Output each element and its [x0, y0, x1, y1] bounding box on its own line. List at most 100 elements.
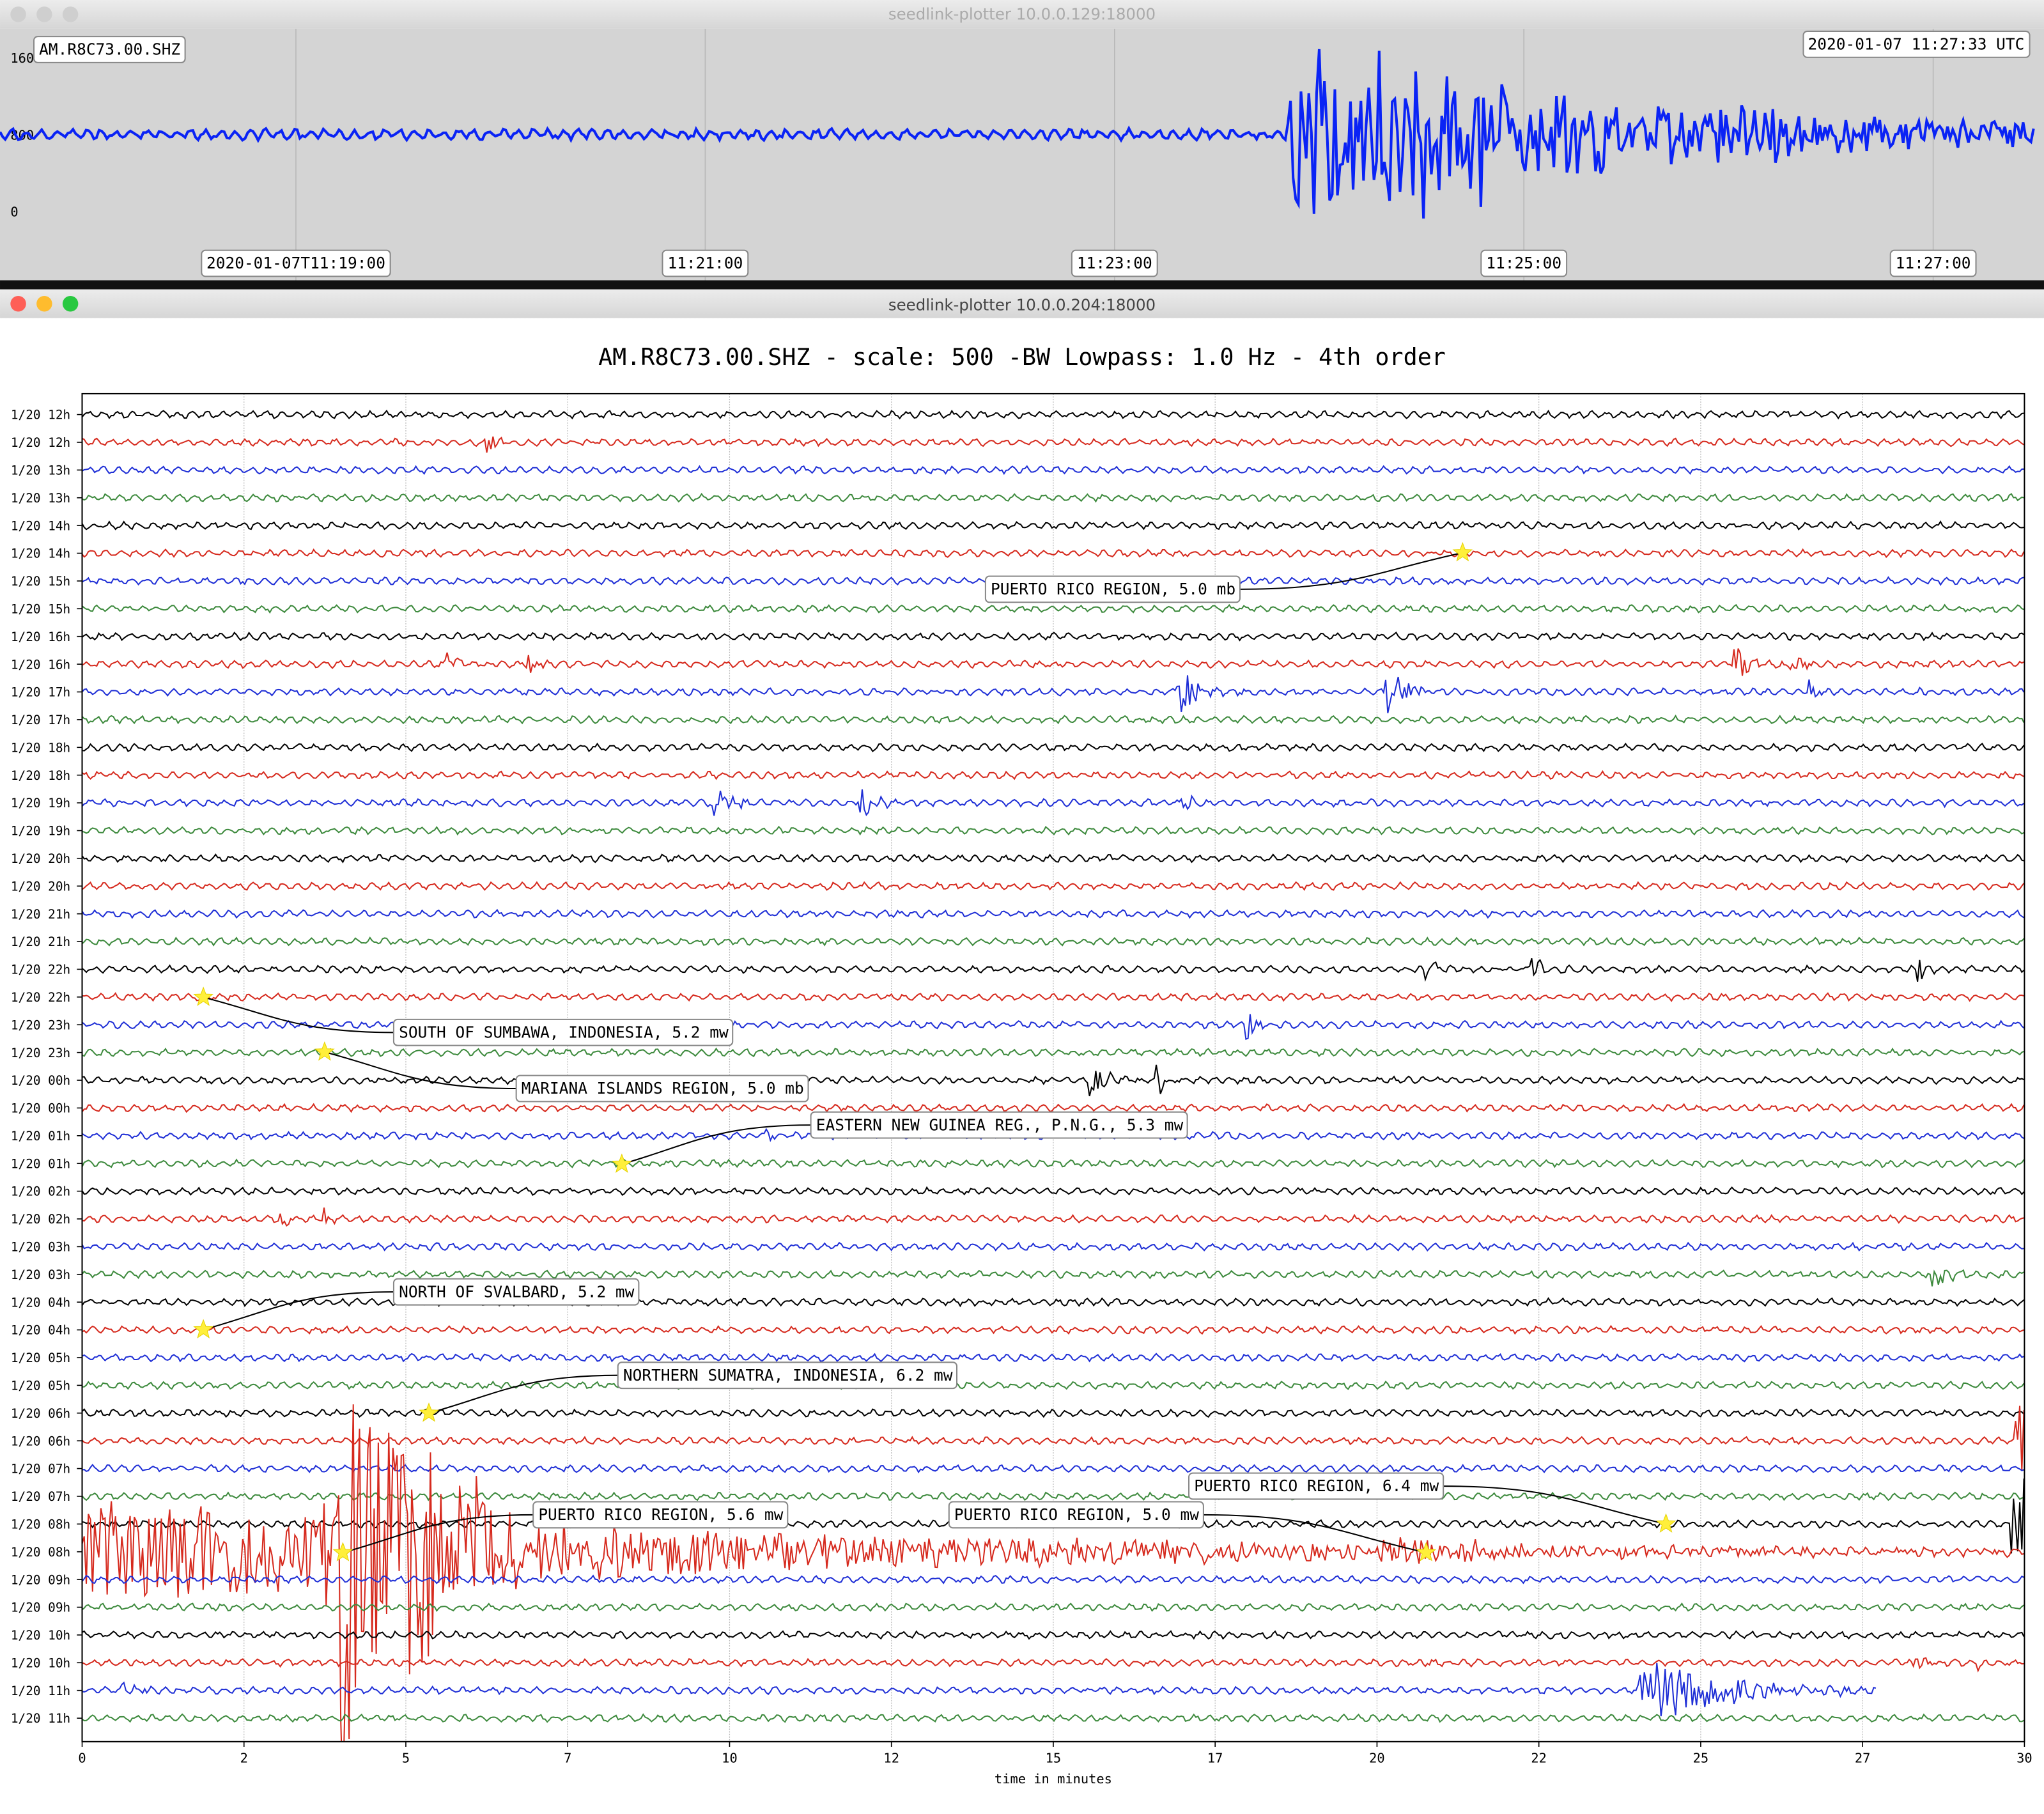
trace [82, 1353, 2024, 1363]
title-bar [0, 289, 2044, 318]
label-box [33, 36, 186, 63]
close-button[interactable] [10, 6, 26, 22]
chart-title: AM.R8C73.00.SHZ - scale: 500 -BW Lowpass… [598, 343, 1446, 371]
trace-row [82, 1408, 2025, 1418]
minimize-button[interactable] [36, 6, 52, 22]
x-tick-label: 11:25:00 [1486, 254, 1561, 272]
x-tick-label: 20 [1369, 1750, 1385, 1765]
trace-row [82, 714, 2025, 725]
trace [82, 742, 2025, 752]
trace-row [82, 1463, 2024, 1474]
event-label: SOUTH OF SUMBAWA, INDONESIA, 5.2 mw [399, 1023, 729, 1041]
y-tick-label: 1/20 23h [11, 1046, 70, 1060]
trace-row [82, 1207, 2024, 1227]
y-tick-label: 1/20 11h [11, 1711, 70, 1726]
y-tick-label: 1/20 07h [11, 1489, 70, 1504]
event-label: MARIANA ISLANDS REGION, 5.0 mb [522, 1079, 804, 1097]
event-label: PUERTO RICO REGION, 5.6 mw [538, 1505, 783, 1524]
event-annotation: PUERTO RICO REGION, 5.6 mw [332, 1501, 789, 1562]
y-tick-label: 1/20 15h [11, 601, 70, 616]
label-box [1889, 249, 1977, 277]
trace-row [82, 603, 2024, 614]
y-tick-label: 1/20 02h [11, 1184, 70, 1199]
y-tick-label: 1/20 08h [11, 1545, 70, 1560]
event-star [1655, 1513, 1676, 1533]
label-box [1188, 1472, 1444, 1500]
event-annotation: NORTH OF SVALBARD, 5.2 mw [193, 1278, 640, 1338]
trace-row [82, 1047, 2024, 1058]
label-box [532, 1501, 789, 1529]
y-tick-label: 1/20 11h [11, 1684, 70, 1698]
zoom-button[interactable] [62, 295, 79, 312]
close-button[interactable] [10, 295, 26, 312]
x-tick-label: 17 [1207, 1750, 1223, 1765]
trace-row [82, 648, 2025, 676]
zoom-button[interactable] [62, 6, 79, 22]
y-tick-label: 1/20 21h [11, 907, 70, 922]
trace-row [82, 465, 2024, 476]
y-tick-label: 1/20 07h [11, 1462, 70, 1477]
trace [82, 992, 2024, 1002]
event-annotation: EASTERN NEW GUINEA REG., P.N.G., 5.3 mw [612, 1111, 1188, 1173]
x-tick-label: 5 [402, 1750, 410, 1765]
event-star [1416, 1542, 1437, 1562]
connector [428, 1374, 618, 1414]
event-label: NORTH OF SVALBARD, 5.2 mw [399, 1282, 635, 1301]
trace-row [82, 825, 2025, 836]
trace-row [82, 1158, 2025, 1168]
x-tick-label: 2020-01-07T11:19:00 [206, 254, 385, 272]
trace [82, 409, 2024, 420]
event-label: NORTHERN SUMATRA, INDONESIA, 6.2 mw [623, 1366, 953, 1384]
trace [82, 881, 2025, 891]
trace-row [82, 1406, 2025, 1471]
trace [82, 1406, 2025, 1471]
trace [82, 1630, 2025, 1640]
event-annotation: PUERTO RICO REGION, 5.0 mb [984, 542, 1473, 603]
event-star [612, 1153, 632, 1173]
y-tick-label: 1/20 22h [11, 963, 70, 977]
event-label: EASTERN NEW GUINEA REG., P.N.G., 5.3 mw [816, 1115, 1184, 1134]
event-annotation: PUERTO RICO REGION, 6.4 mw [1188, 1472, 1676, 1533]
trace-row [82, 1241, 2024, 1252]
connector [1240, 552, 1463, 590]
trace [82, 1463, 2024, 1474]
label-box [662, 249, 749, 277]
trace [82, 1491, 2024, 1501]
y-tick-label: 1/20 19h [11, 824, 70, 839]
event-star [193, 986, 214, 1006]
label-box [617, 1361, 958, 1390]
y-tick-label: 0 [10, 204, 18, 219]
y-tick-label: 1/20 17h [11, 713, 70, 727]
label-box [984, 575, 1241, 603]
y-tick-label: 1/20 08h [11, 1517, 70, 1531]
trace [82, 1103, 2025, 1113]
trace [82, 957, 2025, 982]
trace [82, 853, 2024, 864]
x-axis-label: time in minutes [995, 1771, 1112, 1787]
trace [82, 714, 2025, 725]
trace-row [82, 1574, 2025, 1585]
minimize-button[interactable] [36, 295, 52, 312]
connector [343, 1514, 534, 1554]
trace [82, 492, 2024, 503]
trace [82, 908, 2025, 919]
y-tick-label: 1/20 13h [11, 491, 70, 506]
x-tick-label: 11:21:00 [667, 254, 743, 272]
x-tick-label: 30 [2017, 1750, 2032, 1765]
trace [82, 1408, 2025, 1418]
timestamp-label: 2020-01-07 11:27:33 UTC [1808, 35, 2025, 54]
label-box [515, 1074, 809, 1103]
trace-row [82, 1657, 2024, 1673]
window-title: seedlink-plotter 10.0.0.204:18000 [888, 295, 1156, 314]
trace [82, 1241, 2024, 1252]
trace-row [82, 908, 2025, 919]
trace-row [82, 436, 2025, 453]
trace [0, 49, 2035, 219]
trace-row [82, 1491, 2024, 1501]
y-tick-label: 1/20 03h [11, 1240, 70, 1255]
y-tick-label: 1/20 14h [11, 547, 70, 561]
event-label: PUERTO RICO REGION, 5.0 mw [954, 1505, 1199, 1524]
trace [82, 936, 2025, 947]
y-tick-label: 1/20 04h [11, 1295, 70, 1310]
trace [82, 632, 2025, 642]
